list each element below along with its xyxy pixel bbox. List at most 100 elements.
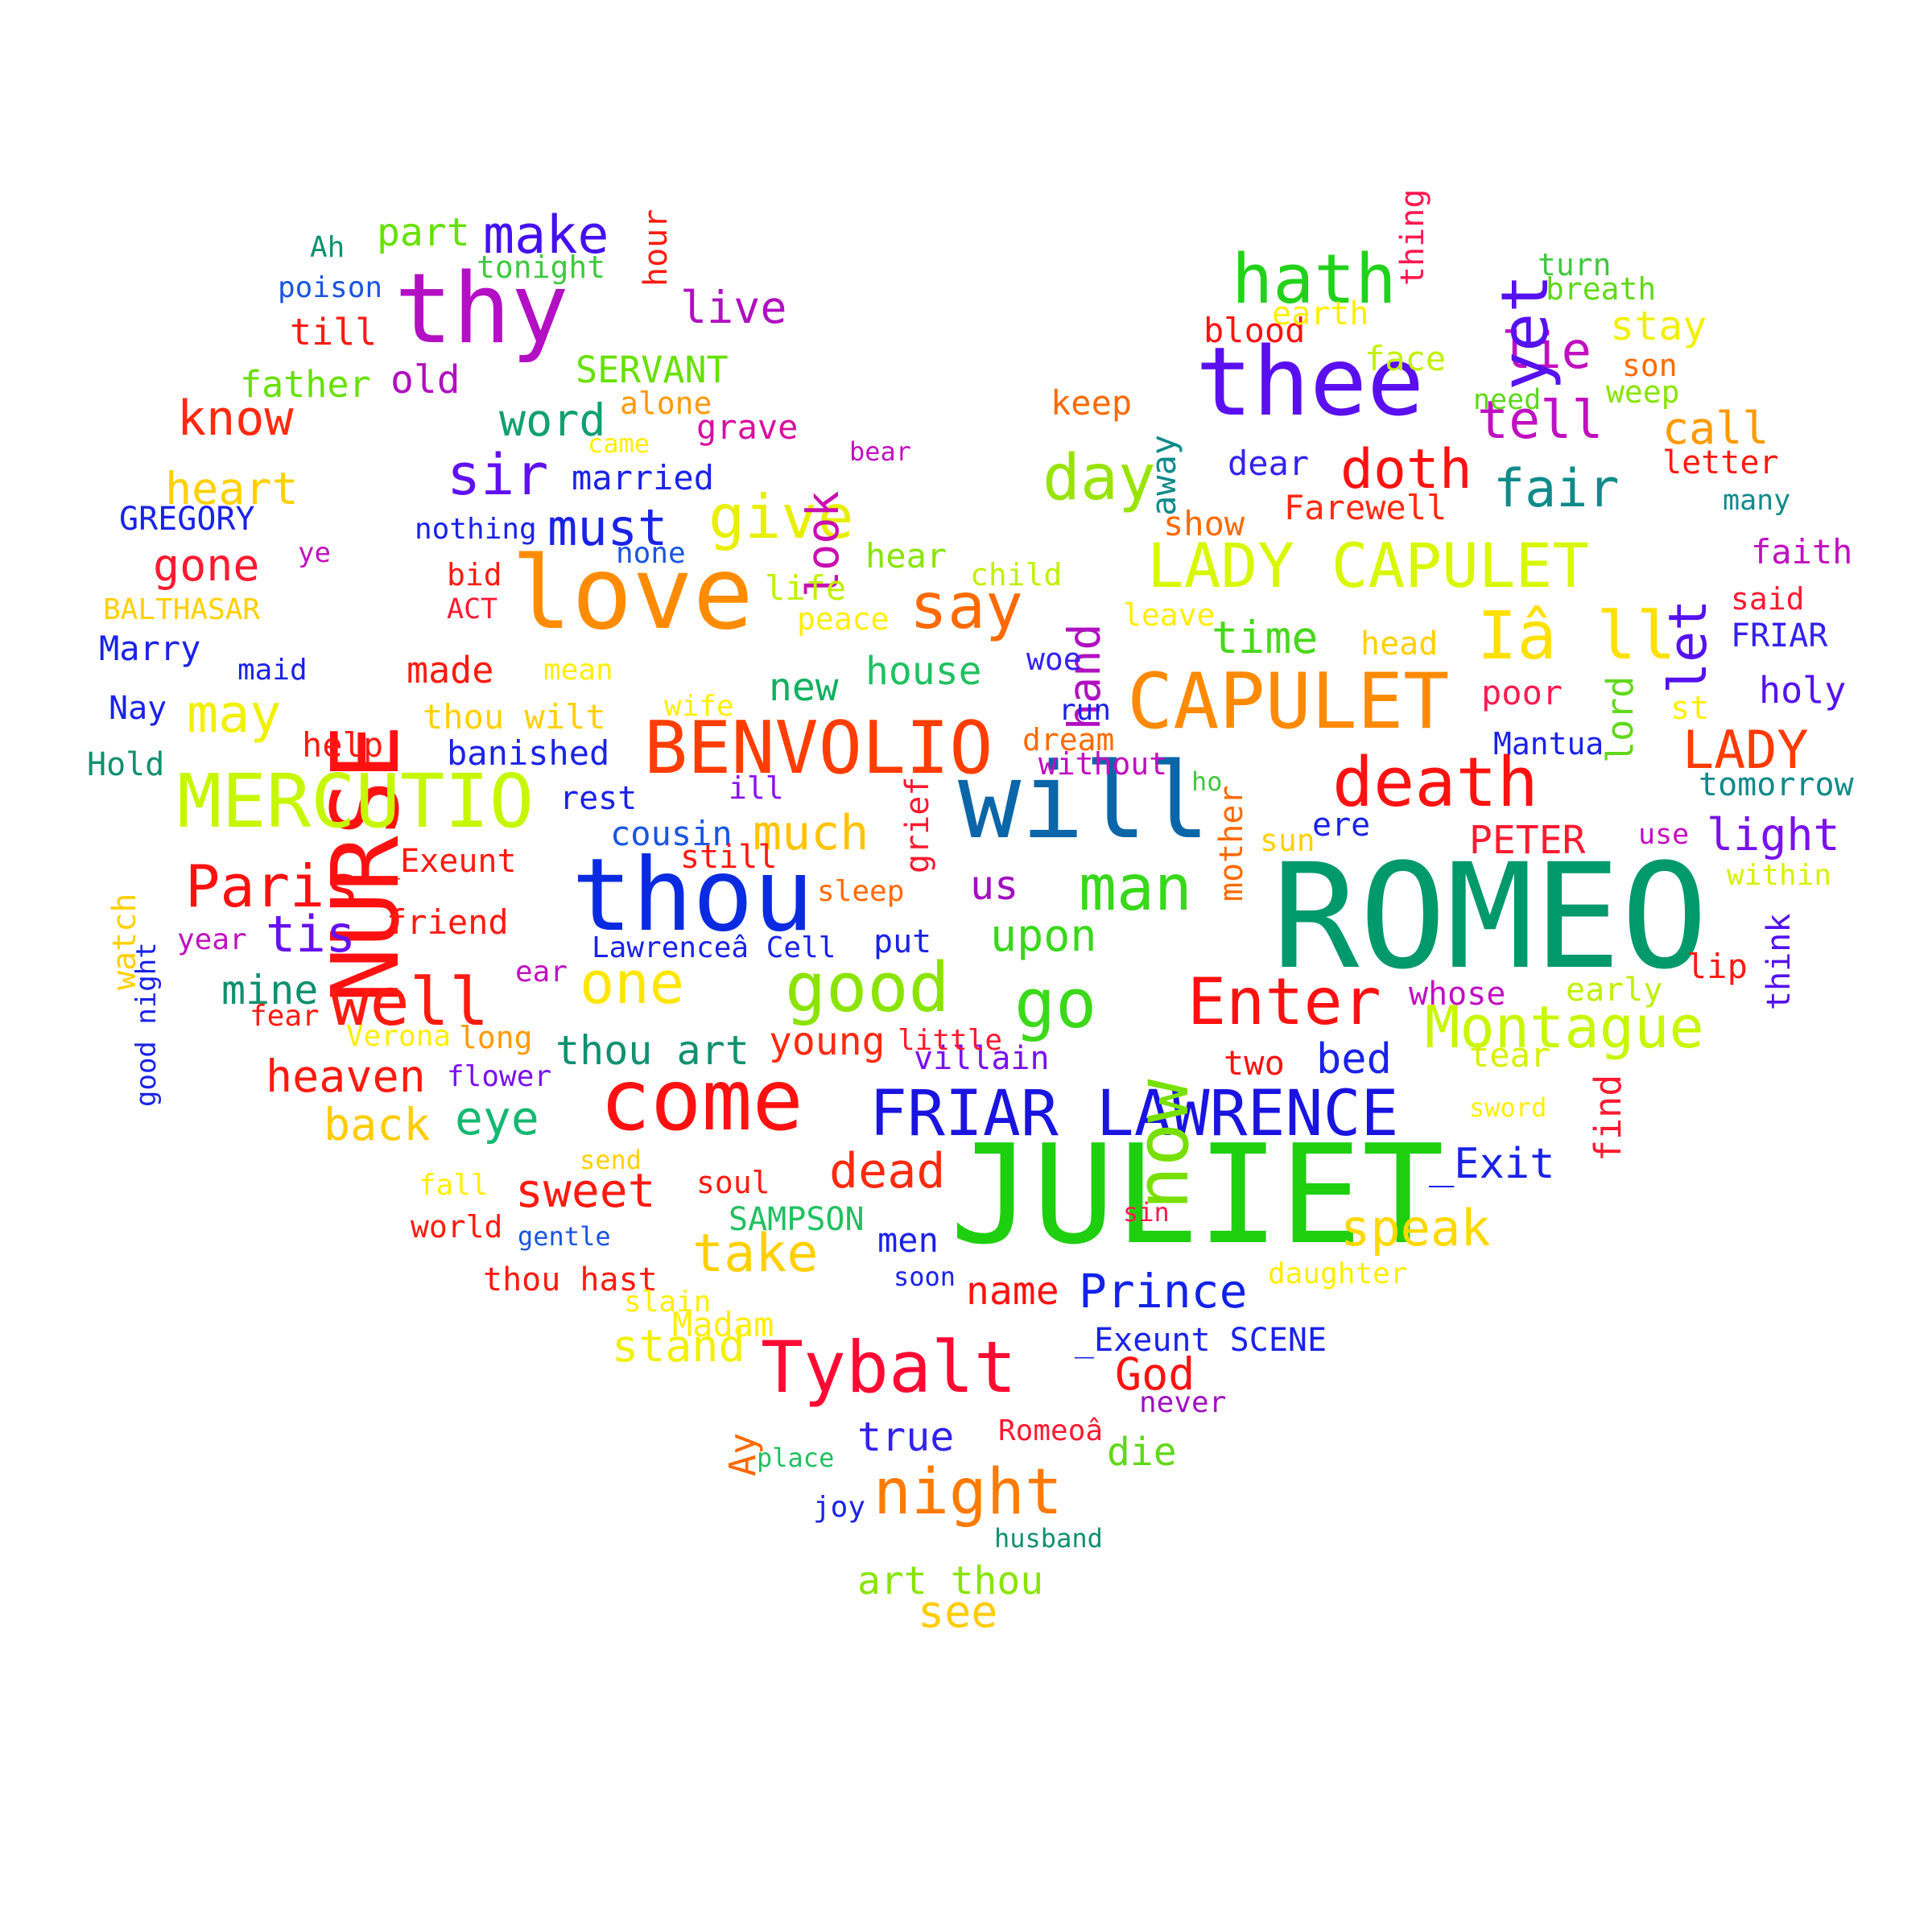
cloud-word: grave [696, 407, 799, 447]
cloud-word: use [1638, 819, 1690, 851]
cloud-word: alone [620, 386, 712, 421]
cloud-word: thou art [555, 1027, 749, 1074]
cloud-word: think [1761, 913, 1798, 1010]
cloud-word: place [757, 1443, 835, 1473]
cloud-word: old [390, 357, 460, 402]
cloud-word: come [600, 1051, 803, 1150]
cloud-word: Nay [109, 690, 167, 727]
cloud-word: still [680, 839, 778, 876]
cloud-word: JULIET [950, 1116, 1445, 1275]
cloud-word: Enter [1187, 964, 1381, 1039]
cloud-word: know [177, 390, 294, 447]
cloud-word: face [1364, 339, 1447, 378]
cloud-word: thy [394, 254, 569, 365]
cloud-word: lip [1686, 947, 1748, 986]
cloud-word: banished [447, 733, 610, 773]
cloud-word: rest [559, 780, 638, 817]
cloud-word: light [1707, 809, 1840, 861]
cloud-word: slain [624, 1286, 712, 1319]
cloud-word: make [483, 205, 609, 266]
cloud-word: till [290, 311, 378, 353]
cloud-word: run [1059, 694, 1112, 727]
cloud-word: die [1107, 1430, 1177, 1475]
cloud-word: us [970, 862, 1019, 909]
cloud-word: GREGORY [119, 501, 255, 538]
cloud-word: sleep [817, 875, 905, 908]
cloud-word: PETER [1469, 818, 1586, 863]
cloud-word: see [918, 1586, 998, 1637]
cloud-word: little [898, 1024, 1003, 1057]
cloud-word: world [411, 1209, 503, 1245]
cloud-word: lie [1501, 321, 1591, 380]
cloud-word: life [765, 568, 847, 608]
cloud-word: ere [1312, 807, 1371, 844]
cloud-word: grief [899, 776, 936, 873]
cloud-word: young [769, 1019, 886, 1064]
cloud-word: name [966, 1269, 1059, 1314]
cloud-word: dear [1228, 444, 1310, 483]
cloud-word: turn [1538, 247, 1612, 283]
cloud-word: tomorrow [1699, 766, 1854, 803]
cloud-word: _Exeunt SCENE [1075, 1322, 1327, 1359]
cloud-word: day [1042, 442, 1156, 514]
cloud-word: maid [237, 654, 308, 687]
cloud-word: husband [994, 1523, 1103, 1554]
cloud-word: early [1566, 972, 1663, 1009]
cloud-word: head [1360, 625, 1439, 663]
cloud-word: lord [1599, 675, 1641, 763]
cloud-word: Montague [1425, 993, 1704, 1061]
cloud-word: bed [1316, 1035, 1392, 1084]
cloud-word: two [1224, 1043, 1285, 1083]
cloud-word: woe [1026, 642, 1082, 677]
cloud-word: may [187, 684, 282, 745]
cloud-word: stay [1610, 303, 1707, 349]
cloud-word: Ah [310, 231, 345, 264]
cloud-word: eye [455, 1091, 539, 1146]
cloud-word: year [177, 923, 247, 956]
cloud-word: FRIAR LAWRENCE [869, 1078, 1399, 1150]
cloud-word: holy [1759, 669, 1847, 712]
cloud-word: weep [1606, 374, 1680, 410]
cloud-word: new [769, 665, 839, 710]
cloud-word: tell [1477, 390, 1604, 451]
cloud-word: SAMPSON [729, 1201, 865, 1238]
cloud-word: ear [515, 956, 568, 989]
cloud-word: leave [1123, 597, 1216, 633]
cloud-word: tear [1469, 1035, 1551, 1075]
cloud-word: thing [1394, 188, 1431, 286]
cloud-word: give [708, 481, 854, 552]
cloud-word: cousin [610, 814, 733, 853]
cloud-word: upon [990, 910, 1097, 961]
cloud-word: FRIAR [1731, 617, 1828, 654]
cloud-word: Lawrenceâ Cell [592, 931, 836, 964]
cloud-word: find [1587, 1074, 1629, 1162]
cloud-word: will [958, 740, 1211, 862]
cloud-word: thou wilt [423, 697, 606, 737]
cloud-word: hath [1232, 240, 1397, 320]
cloud-word: married [572, 458, 715, 497]
cloud-word: go [1014, 964, 1097, 1044]
cloud-word: doth [1340, 438, 1472, 502]
cloud-word: Verona [346, 1020, 452, 1053]
cloud-word: soon [894, 1261, 956, 1292]
cloud-word: BENVOLIO [644, 706, 993, 791]
cloud-word: tis [266, 905, 356, 964]
cloud-word: Farewell [1284, 488, 1447, 527]
cloud-word: Ay [721, 1432, 764, 1476]
cloud-word: never [1139, 1386, 1227, 1419]
cloud-word: wife [664, 690, 734, 723]
cloud-word: mine [221, 967, 319, 1013]
cloud-word: part [377, 210, 470, 255]
cloud-word: back [324, 1099, 431, 1150]
cloud-word: true [857, 1414, 955, 1460]
cloud-word: thou hast [483, 1261, 658, 1298]
cloud-word: came [588, 428, 650, 459]
cloud-word: now [1121, 1079, 1205, 1210]
cloud-word: made [407, 649, 494, 691]
cloud-word: ROMEO [1272, 833, 1708, 1001]
cloud-word: daughter [1268, 1257, 1408, 1290]
cloud-word: Marry [99, 629, 201, 668]
cloud-word: blood [1203, 311, 1306, 350]
cloud-word: well [330, 964, 489, 1041]
